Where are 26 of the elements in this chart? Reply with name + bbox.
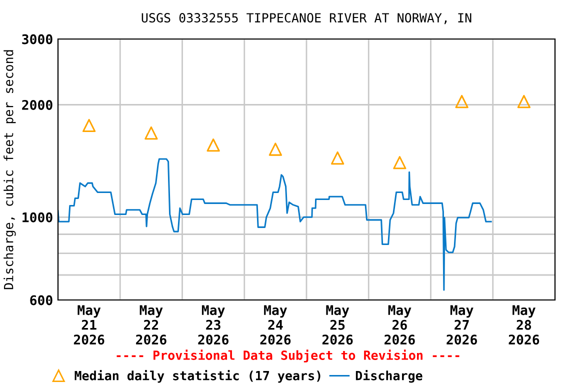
point bbox=[455, 94, 468, 108]
x-tick-label: May 22 2026 bbox=[136, 305, 166, 345]
x-tick-label: May 24 2026 bbox=[260, 305, 291, 345]
chart-title: USGS 03332555 TIPPECANOE RIVER AT NORWAY, IN bbox=[142, 13, 472, 24]
text: ---- Provisional Data Subject to Revision ---- bbox=[116, 350, 460, 362]
x-tick-label: May 21 2026 bbox=[74, 305, 104, 345]
y-tick-label: 600 bbox=[30, 295, 52, 306]
x-tick-label: May 23 2026 bbox=[198, 305, 228, 345]
legend-label: Discharge bbox=[356, 370, 422, 383]
point bbox=[206, 138, 220, 152]
point bbox=[393, 156, 406, 170]
point bbox=[268, 142, 282, 156]
point bbox=[517, 94, 531, 108]
legend-label: Median daily statistic (17 years) bbox=[74, 370, 320, 383]
x-tick-label: May 26 2026 bbox=[384, 305, 415, 345]
point bbox=[82, 118, 96, 132]
line-series bbox=[58, 158, 492, 291]
y-tick-label: 3000 bbox=[22, 34, 52, 44]
point bbox=[144, 126, 158, 140]
x-tick-label: May 27 2026 bbox=[446, 305, 477, 345]
y-axis-title: Discharge, cubic feet per second bbox=[4, 50, 16, 290]
y-tick-label: 1000 bbox=[22, 212, 52, 222]
x-tick-label: May 25 2026 bbox=[322, 305, 353, 345]
x-tick-label: May 28 2026 bbox=[508, 305, 540, 345]
point bbox=[330, 151, 344, 165]
y-tick-label: 2000 bbox=[22, 100, 52, 110]
